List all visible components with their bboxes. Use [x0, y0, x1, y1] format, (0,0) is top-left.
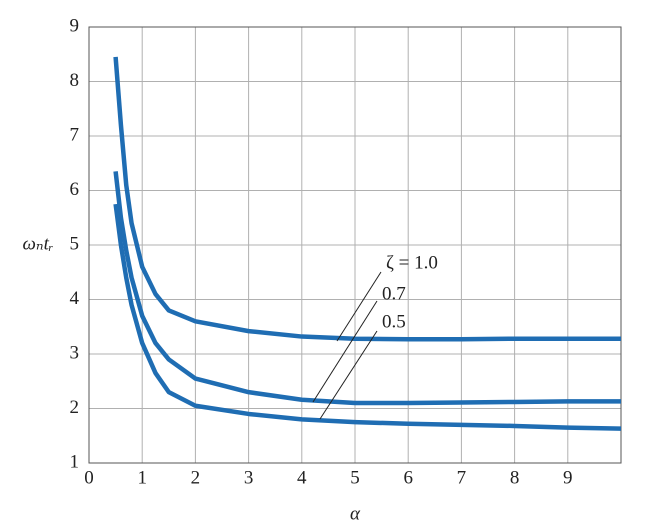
- y-tick-label: 4: [70, 288, 80, 309]
- y-tick-label: 6: [70, 179, 80, 200]
- y-tick-label: 1: [70, 451, 80, 472]
- x-tick-label: 1: [137, 467, 147, 488]
- series-label: 0.5: [382, 311, 406, 332]
- series-label: ζ = 1.0: [386, 252, 438, 273]
- x-axis-label: α: [350, 503, 361, 524]
- leader-line: [319, 330, 378, 420]
- leader-line: [312, 300, 378, 403]
- y-tick-label: 8: [70, 70, 80, 91]
- x-tick-label: 2: [191, 467, 201, 488]
- x-tick-label: 7: [457, 467, 467, 488]
- leader-line: [336, 271, 382, 342]
- x-tick-label: 8: [510, 467, 520, 488]
- series-label: 0.7: [382, 283, 406, 304]
- x-tick-label: 9: [563, 467, 573, 488]
- x-tick-label: 0: [84, 467, 94, 488]
- y-axis-label: ωₙtᵣ: [22, 233, 53, 254]
- y-tick-label: 2: [70, 397, 80, 418]
- y-tick-label: 7: [70, 124, 80, 145]
- line-series: [113, 171, 621, 406]
- x-tick-label: 3: [244, 467, 254, 488]
- x-tick-label: 5: [350, 467, 360, 488]
- y-tick-label: 5: [70, 233, 80, 254]
- x-tick-label: 4: [297, 467, 307, 488]
- line-series: [113, 56, 621, 342]
- y-tick-label: 3: [70, 342, 80, 363]
- y-tick-label: 9: [70, 15, 80, 36]
- x-tick-label: 6: [403, 467, 413, 488]
- plot-frame: [88, 26, 622, 464]
- line-series: [113, 203, 622, 431]
